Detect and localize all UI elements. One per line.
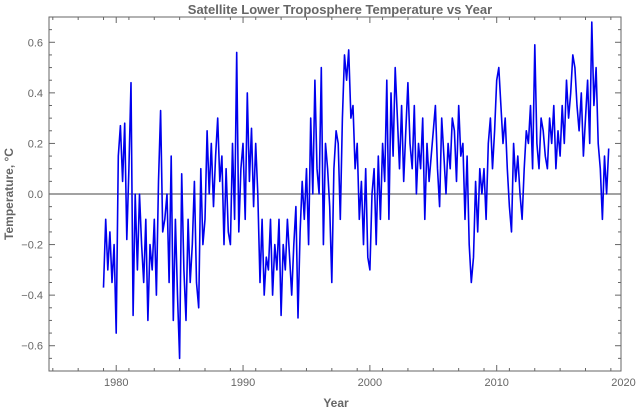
x-tick-label: 2000 — [358, 377, 382, 389]
x-tick-label: 2020 — [611, 377, 635, 389]
y-tick-label: 0.2 — [28, 138, 43, 150]
x-tick-label: 1980 — [104, 377, 128, 389]
y-tick-label: −0.6 — [21, 341, 43, 353]
x-tick-label: 1990 — [231, 377, 255, 389]
y-tick-label: 0.6 — [28, 37, 43, 49]
chart-title: Satellite Lower Troposphere Temperature … — [188, 2, 492, 17]
plot-frame — [48, 16, 622, 372]
temperature-series-line — [102, 21, 610, 360]
y-tick-label: 0.0 — [28, 189, 43, 201]
y-axis-label: Temperature, °C — [2, 148, 16, 240]
y-tick-label: 0.4 — [28, 88, 43, 100]
x-axis-label: Year — [323, 396, 349, 410]
y-tick-label: −0.2 — [21, 240, 43, 252]
x-tick-label: 2010 — [484, 377, 508, 389]
y-tick-label: −0.4 — [21, 290, 43, 302]
